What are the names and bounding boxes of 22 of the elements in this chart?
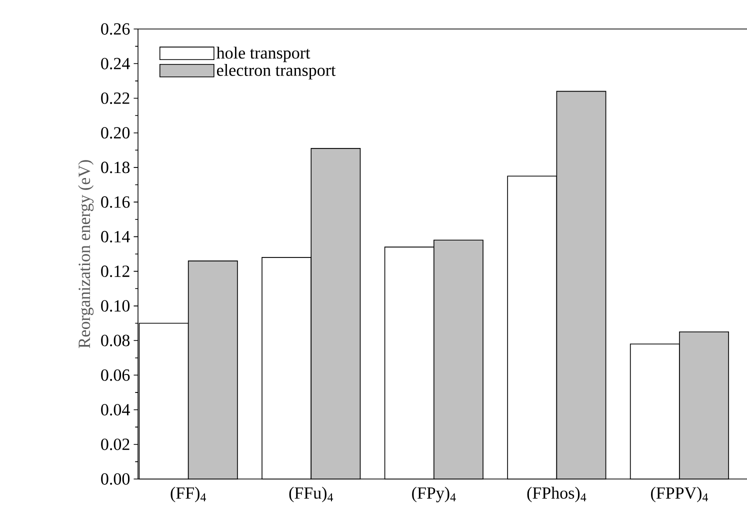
legend-label: hole transport bbox=[216, 46, 310, 62]
x-tick-label: (FF)$_{4}$ bbox=[170, 486, 206, 502]
y-tick-label: 0.02 bbox=[101, 438, 130, 450]
y-tick-label: 0.06 bbox=[101, 369, 130, 381]
y-axis-title: Reorganization energy (eV) bbox=[78, 160, 94, 348]
y-tick-label: 0.04 bbox=[101, 404, 130, 416]
y-tick-label: 0.08 bbox=[101, 334, 130, 346]
x-tick-label: (FPPV)$_{4}$ bbox=[651, 486, 708, 502]
y-tick-label: 0.26 bbox=[101, 23, 130, 35]
y-tick-label: 0.24 bbox=[101, 58, 130, 70]
y-tick-label: 0.22 bbox=[101, 92, 130, 104]
y-tick-label: 0.16 bbox=[101, 196, 130, 208]
y-tick-label: 0.12 bbox=[101, 266, 130, 278]
y-tick-label: 0.00 bbox=[101, 473, 130, 485]
y-tick-label: 0.10 bbox=[101, 300, 130, 312]
x-tick-label: (FFu)$_{4}$ bbox=[289, 486, 334, 502]
y-tick-label: 0.14 bbox=[101, 230, 130, 242]
legend-label: electron transport bbox=[216, 64, 336, 80]
y-tick-label: 0.20 bbox=[101, 127, 130, 139]
x-tick-label: (FPhos)$_{4}$ bbox=[527, 486, 586, 502]
y-tick-label: 0.18 bbox=[101, 162, 130, 174]
x-tick-label: (FPy)$_{4}$ bbox=[412, 486, 456, 502]
